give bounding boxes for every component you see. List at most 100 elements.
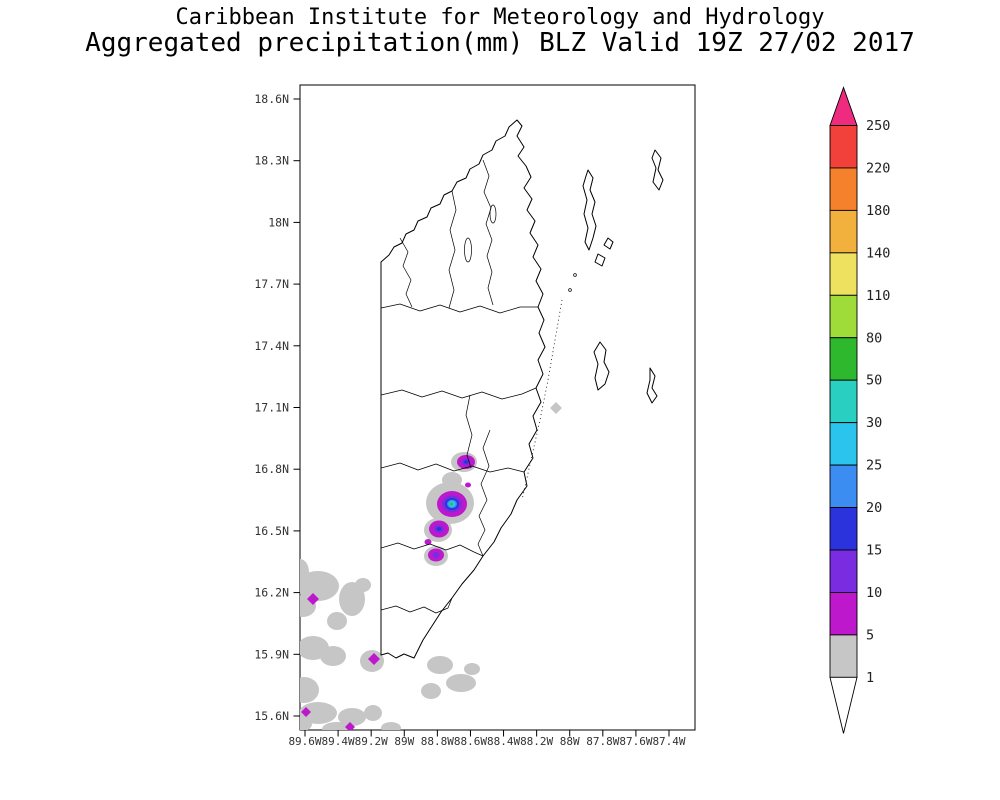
precip-cell <box>446 674 476 692</box>
colorbar-value-label: 140 <box>866 245 890 261</box>
barrier-reef-line <box>521 299 563 501</box>
colorbar-segment <box>829 209 858 254</box>
small-caye <box>568 288 572 292</box>
river-line <box>482 159 494 306</box>
precip-cell <box>300 559 309 585</box>
district-boundary <box>380 542 484 557</box>
island-lighthouse-reef <box>646 367 658 404</box>
lon-tick-label: 88.2W <box>520 735 553 748</box>
lat-tick-label: 15.6N <box>254 709 289 723</box>
lat-tick-label: 18.3N <box>254 154 289 168</box>
colorbar-value-label: 5 <box>866 627 874 643</box>
precip-cell <box>421 683 441 699</box>
institution-title: Caribbean Institute for Meteorology and … <box>175 5 825 30</box>
colorbar-segment <box>829 634 858 678</box>
precip-core-areas <box>432 458 471 558</box>
district-boundary <box>380 387 537 400</box>
colorbar-value-label: 180 <box>866 203 890 219</box>
river-line <box>465 394 473 469</box>
island-caye <box>603 237 614 250</box>
plot-title: Aggregated precipitation(mm) BLZ Valid 1… <box>85 28 915 58</box>
precip-cell <box>442 472 462 488</box>
colorbar-segment <box>829 549 858 593</box>
precip-cell <box>300 716 312 730</box>
lon-tick-label: 89W <box>394 735 414 748</box>
island-turneffe <box>593 341 610 391</box>
colorbar-segment <box>829 592 858 636</box>
lat-tick-label: 15.9N <box>254 647 289 661</box>
colorbar-segment <box>829 422 858 466</box>
precip-cell <box>464 663 480 675</box>
colorbar-value-label: 30 <box>866 415 882 431</box>
precip-cell <box>320 646 346 666</box>
colorbar-value-label: 20 <box>866 500 882 516</box>
island-ambergris-caye <box>582 169 597 251</box>
precip-cell <box>381 722 401 730</box>
precip-cell <box>364 705 382 721</box>
lat-tick-label: 16.5N <box>254 524 289 538</box>
colorbar-segment <box>829 294 858 339</box>
colorbar-over-arrow <box>829 86 858 126</box>
island-caye <box>594 253 606 267</box>
lon-tick-label: 89.6W <box>288 735 321 748</box>
colorbar-segment <box>829 125 858 169</box>
lon-tick-label: 88.4W <box>487 735 520 748</box>
precip-shading <box>300 402 562 730</box>
colorbar-segment <box>829 337 858 381</box>
precip-cell <box>322 722 352 730</box>
precip-cell <box>436 527 442 531</box>
district-boundary <box>380 462 525 473</box>
small-caye <box>573 273 577 277</box>
precip-cell <box>368 653 380 665</box>
lagoon-outline <box>464 237 472 263</box>
island-northeast-bank <box>651 149 664 191</box>
precip-cell <box>345 722 355 730</box>
lon-tick-label: 89.4W <box>322 735 355 748</box>
colorbar-value-label: 1 <box>866 670 874 686</box>
precip-cell <box>338 708 366 726</box>
colorbar-segment <box>829 464 858 509</box>
precip-cell <box>301 707 311 717</box>
precip-cell <box>355 578 371 592</box>
belize-outline <box>380 119 546 659</box>
precip-gray-areas <box>300 402 562 730</box>
colorbar-segment <box>829 507 858 551</box>
precip-cell <box>300 677 319 703</box>
colorbar-value-label: 250 <box>866 118 890 134</box>
precip-cell <box>463 460 469 464</box>
precip-cell <box>432 552 440 558</box>
lat-tick-label: 18.6N <box>254 92 289 106</box>
district-boundary <box>477 429 491 557</box>
lagoon-outline <box>489 204 497 224</box>
lon-tick-label: 89.2W <box>355 735 388 748</box>
lat-tick-label: 17.7N <box>254 277 289 291</box>
colorbar-value-label: 80 <box>866 330 882 346</box>
precip-cell <box>450 502 453 506</box>
lat-tick-label: 18N <box>268 215 289 229</box>
belize-map-lines <box>380 119 664 659</box>
precip-cell <box>300 702 337 724</box>
lon-tick-label: 88W <box>560 735 580 748</box>
lat-tick-label: 16.2N <box>254 586 289 600</box>
colorbar-segment <box>829 379 858 424</box>
axis-labels: 18.6N 18.3N 18N 17.7N 17.4N 17.1N 16.8N 16.5N 16… <box>254 92 686 748</box>
map-frame <box>299 84 696 731</box>
colorbar-value-label: 25 <box>866 458 882 474</box>
lon-tick-label: 87.4W <box>652 735 685 748</box>
precip-cell <box>424 539 432 545</box>
colorbar-value-label: 15 <box>866 543 882 559</box>
lon-tick-label: 87.8W <box>586 735 619 748</box>
precip-cell <box>465 482 471 488</box>
precip-cell <box>300 571 339 601</box>
district-boundary <box>448 190 457 309</box>
lon-tick-label: 87.6W <box>619 735 652 748</box>
colorbar-legend: 250 220 180 140 110 80 50 30 25 20 15 10 5 1 <box>829 86 890 734</box>
colorbar-segment <box>829 252 858 296</box>
lon-tick-label: 88.8W <box>421 735 454 748</box>
precip-cell <box>327 612 347 630</box>
lat-tick-label: 17.1N <box>254 401 289 415</box>
colorbar-under-arrow <box>829 676 858 734</box>
precip-cell <box>307 593 319 605</box>
